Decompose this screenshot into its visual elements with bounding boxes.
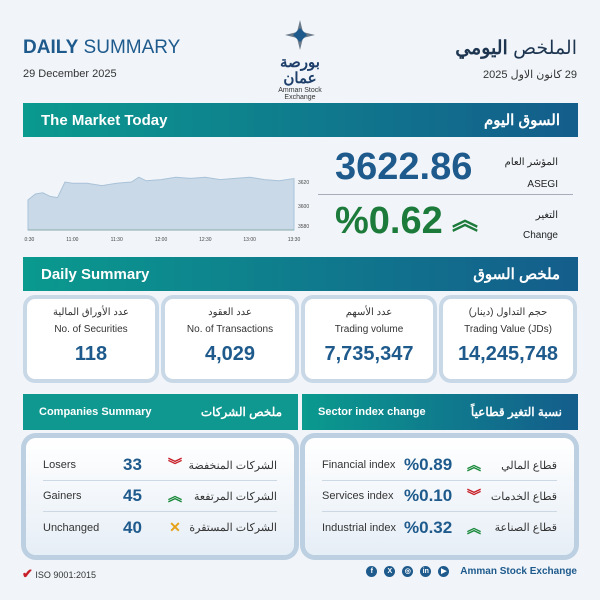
value: 33: [123, 455, 142, 474]
value: 40: [123, 517, 142, 537]
label-ar: قطاع الخدمات: [490, 490, 557, 503]
chevron-double-up-icon: ︽: [168, 488, 182, 504]
value: 45: [123, 486, 142, 505]
label-ar: الشركات المنخفضة: [188, 459, 277, 472]
iso-badge: ✔ ISO 9001:2015: [22, 566, 96, 581]
label-en: Gainers: [43, 490, 82, 502]
companies-box: Losers 33 ︾ الشركات المنخفضة Gainers 45 ︽ الشرك…: [26, 438, 294, 555]
label-ar: قطاع المالي: [501, 459, 557, 472]
value: %0.10: [404, 486, 453, 505]
youtube-icon[interactable]: ▶: [438, 566, 450, 577]
card-value: حجم التداول (دينار) Trading Value (JDs) 14…: [443, 299, 573, 379]
checkmark-icon: ✔: [22, 566, 33, 581]
logo: بورصة عمان Amman Stock Exchange: [262, 20, 338, 101]
list-item: Gainers 45 ︽ الشركات المرتفعة: [43, 481, 277, 512]
list-item: Financial index %0.89 ︽ قطاع المالي: [322, 450, 557, 481]
facebook-icon[interactable]: f: [366, 566, 378, 577]
title-ar: الملخص اليومي: [455, 38, 577, 59]
label-en: Services index: [322, 490, 394, 502]
y-tick-label: 3580: [298, 224, 309, 230]
label-en: Unchanged: [43, 521, 100, 534]
change-value: %0.62: [335, 200, 443, 242]
card-transactions: عدد العقود No. of Transactions 4,029: [165, 299, 295, 379]
change-label: التغير Change: [522, 210, 558, 241]
x-tick-label: 11:30: [111, 237, 123, 243]
label-en: Financial index: [322, 459, 396, 471]
card-securities: عدد الأوراق المالية No. of Securities 118: [27, 299, 155, 379]
index-chart: 10:30 11:00 11:30 12:00 12:30 13:00 13:30 3580 3…: [24, 176, 309, 243]
sectors-box: Financial index %0.89 ︽ قطاع المالي Services…: [305, 438, 574, 555]
label-en: Losers: [43, 459, 77, 471]
instagram-icon[interactable]: ◎: [402, 566, 414, 577]
footer-brand: f X ◎ in ▶ Amman Stock Exchange: [366, 566, 577, 577]
chevron-double-down-icon: ︾: [467, 488, 481, 504]
label-ar: الشركات المرتفعة: [194, 490, 277, 503]
area-series: [27, 176, 295, 231]
companies-banner: Companies Summary ملخص الشركات: [23, 394, 298, 430]
date-ar: 29 كانون الاول 2025: [483, 69, 577, 81]
index-value: 3622.86: [335, 146, 473, 188]
divider: [318, 194, 573, 195]
y-tick-label: 3620: [298, 180, 309, 186]
y-tick-label: 3600: [298, 204, 309, 210]
market-today-banner: The Market Today السوق اليوم: [23, 103, 578, 137]
x-tick-label: 12:00: [155, 237, 168, 243]
label-ar: قطاع الصناعة: [494, 522, 557, 534]
chevron-double-up-icon: ︽: [467, 457, 481, 473]
list-item: Industrial index %0.32 ︽ قطاع الصناعة: [322, 512, 557, 543]
x-tick-label: 12:30: [199, 237, 212, 243]
value: %0.32: [404, 517, 453, 537]
chevron-converge-icon: ✕: [169, 519, 181, 535]
chevron-double-up-icon: ︽: [452, 205, 479, 235]
list-item: Losers 33 ︾ الشركات المنخفضة: [43, 450, 277, 481]
x-icon[interactable]: X: [384, 566, 396, 577]
label-en: Industrial index: [322, 521, 396, 534]
x-tick-label: 13:30: [288, 237, 301, 243]
list-item: Services index %0.10 ︾ قطاع الخدمات: [322, 481, 557, 512]
date-en: 29 December 2025: [23, 68, 117, 80]
title-en: DAILY SUMMARY: [23, 37, 181, 58]
daily-summary-banner: Daily Summary ملخص السوق: [23, 257, 578, 291]
chevron-double-down-icon: ︾: [168, 457, 182, 473]
x-tick-label: 11:00: [66, 237, 78, 243]
chevron-double-up-icon: ︽: [467, 519, 481, 536]
x-tick-label: 10:30: [24, 237, 34, 243]
card-volume: عدد الأسهم Trading volume 7,735,347: [305, 299, 433, 379]
logo-star-icon: [285, 20, 315, 50]
x-tick-label: 13:00: [243, 237, 256, 243]
index-label: المؤشر العام ASEGI: [504, 157, 558, 190]
label-ar: الشركات المستقرة: [189, 522, 277, 534]
value: %0.89: [404, 455, 453, 474]
list-item: Unchanged 40 ✕ الشركات المستقرة: [43, 512, 277, 543]
sectors-banner: Sector index change نسبة التغير قطاعياً: [302, 394, 578, 430]
linkedin-icon[interactable]: in: [420, 566, 432, 577]
